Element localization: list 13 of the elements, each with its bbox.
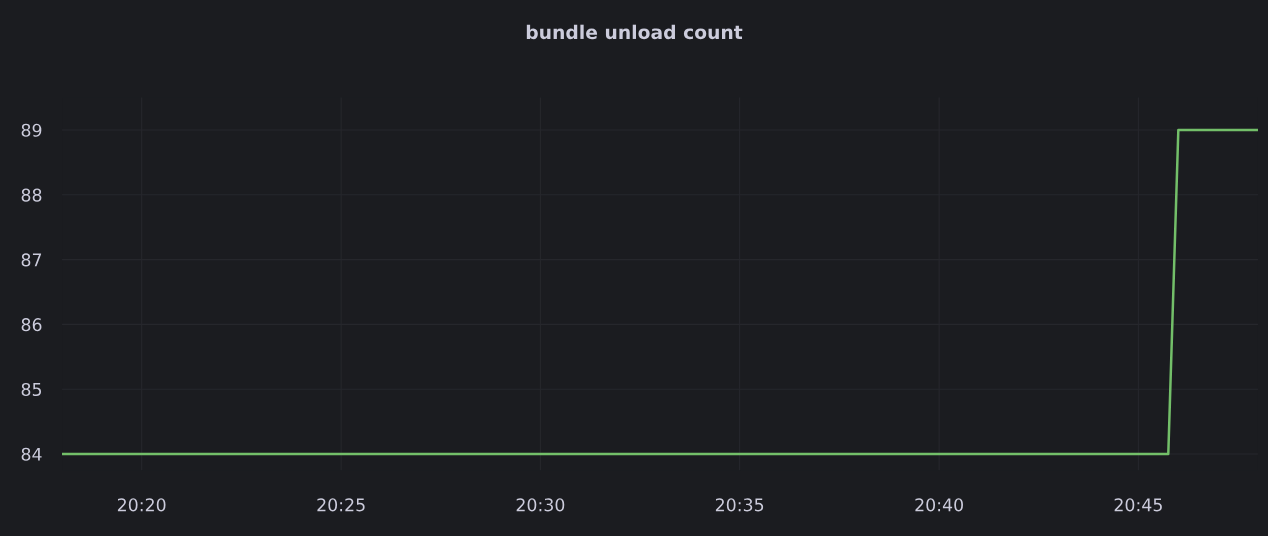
x-tick-label: 20:40 — [915, 498, 963, 512]
x-tick-label: 20:45 — [1114, 498, 1162, 512]
y-tick-label: 85 — [21, 382, 42, 397]
x-tick-label: 20:35 — [715, 498, 764, 512]
y-tick-label: 87 — [21, 253, 42, 267]
y-tick-label: 84 — [21, 447, 42, 461]
y-tick-label: 89 — [21, 123, 42, 137]
y-tick-label: 88 — [21, 188, 42, 202]
x-tick-label: 20:30 — [516, 498, 565, 512]
x-tick-label: 20:20 — [117, 498, 166, 512]
y-tick-label: 86 — [21, 318, 42, 332]
x-tick-label: 20:25 — [317, 498, 365, 512]
chart-title: bundle unload count — [526, 24, 743, 40]
